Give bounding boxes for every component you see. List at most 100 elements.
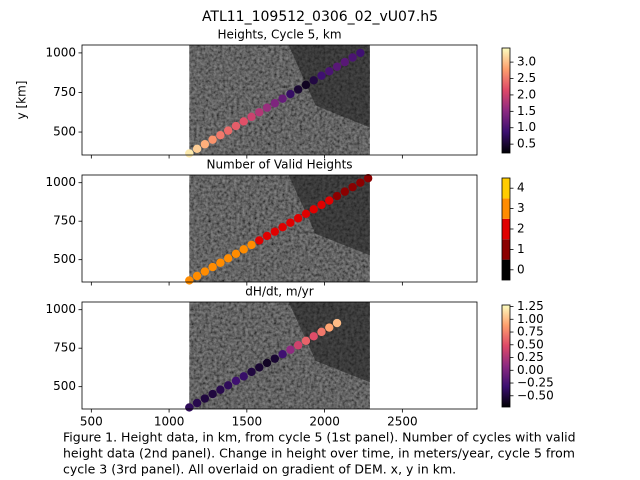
- track-point: [200, 267, 210, 276]
- track-point: [208, 135, 217, 144]
- y-axis-label: y [km]: [15, 81, 29, 120]
- axis-title: dH/dt, m/yr: [245, 285, 313, 299]
- colorbar-tick-label: 1.25: [517, 299, 544, 313]
- track-point: [356, 48, 365, 58]
- colorbar-gradient: [502, 48, 510, 153]
- track-point: [348, 182, 357, 192]
- track-point: [340, 187, 350, 196]
- axes-frame: [81, 174, 478, 283]
- track-point: [317, 327, 326, 337]
- track-point: [278, 349, 287, 359]
- track-point: [192, 271, 202, 281]
- track-point: [216, 385, 225, 394]
- y-tick-label: 500: [53, 379, 76, 393]
- caption-line: cycle 3 (3rd panel). All overlaid on gra…: [63, 462, 456, 477]
- track-point: [262, 231, 272, 241]
- track-point: [200, 140, 210, 149]
- colorbar-swatch: [502, 218, 510, 240]
- dem-shade: [288, 175, 370, 256]
- y-tick-label: 750: [53, 341, 76, 355]
- colorbar-tick-label: 3.0: [517, 55, 536, 69]
- colorbar-tick-label: 4: [517, 181, 525, 195]
- track-point: [325, 67, 334, 76]
- track-point: [255, 236, 264, 245]
- colorbar-tick-label: 1.0: [517, 120, 536, 134]
- colorbar-tick-label: −0.25: [517, 376, 554, 390]
- track-point: [200, 394, 210, 403]
- track-point: [317, 200, 326, 210]
- track-point: [301, 336, 311, 345]
- caption-line: height data (2nd panel). Change in heigh…: [63, 446, 575, 461]
- track-point: [185, 276, 194, 285]
- track-point: [247, 112, 256, 122]
- track-point: [270, 99, 280, 108]
- dem-shade: [288, 45, 370, 128]
- track-point: [216, 258, 225, 267]
- track-point: [208, 389, 217, 399]
- track-point: [286, 218, 295, 227]
- track-point: [278, 222, 287, 232]
- track-point: [301, 209, 311, 218]
- track-point: [286, 89, 295, 99]
- track-point: [301, 80, 311, 90]
- colorbar-tick-label: 2.5: [517, 71, 536, 85]
- track-point: [247, 367, 256, 377]
- x-tick-label: 1500: [232, 415, 263, 429]
- track-point: [309, 76, 318, 85]
- colorbar-frame: [501, 47, 511, 154]
- colorbar-tick-label: 1.00: [517, 312, 544, 326]
- track-point: [239, 245, 248, 254]
- track-point: [270, 227, 280, 236]
- y-tick-label: 750: [53, 85, 76, 99]
- track-point: [317, 71, 326, 80]
- track-point: [332, 191, 342, 201]
- axis-title: Number of Valid Heights: [206, 158, 352, 172]
- colorbar-tick-label: 1: [517, 242, 525, 256]
- colorbar-tick-label: −0.50: [517, 388, 554, 402]
- track-point: [309, 205, 318, 214]
- track-point: [293, 341, 303, 350]
- track-point: [332, 62, 342, 71]
- track-point: [363, 174, 373, 183]
- track-point: [208, 262, 217, 272]
- track-point: [223, 254, 233, 263]
- track-point: [356, 178, 365, 187]
- colorbar-tick-label: 3: [517, 201, 525, 215]
- caption-line: Figure 1. Height data, in km, from cycle…: [63, 430, 576, 445]
- x-tick-label: 2000: [309, 415, 340, 429]
- track-point: [231, 121, 241, 131]
- track-point: [255, 108, 264, 117]
- colorbar-tick-label: 0.50: [517, 337, 544, 351]
- track-point: [216, 131, 225, 140]
- colorbar-tick-label: 2: [517, 222, 525, 236]
- colorbar-tick-label: 1.5: [517, 104, 536, 118]
- colorbar-tick-label: 2.0: [517, 87, 536, 101]
- track-point: [325, 196, 334, 205]
- track-point: [270, 354, 280, 363]
- track-point: [286, 345, 295, 354]
- track-point: [185, 149, 194, 158]
- x-tick-label: 2500: [387, 415, 418, 429]
- track-point: [340, 57, 350, 67]
- track-point: [278, 94, 287, 103]
- track-point: [239, 372, 248, 381]
- colorbar-swatch: [502, 239, 510, 260]
- colorbar-gradient: [502, 305, 510, 407]
- axis-title: Heights, Cycle 5, km: [217, 28, 341, 42]
- track-point: [192, 144, 202, 154]
- y-tick-label: 500: [53, 125, 76, 139]
- track-point: [309, 332, 318, 341]
- colorbar-tick-label: 0: [517, 262, 525, 276]
- colorbar-frame: [501, 304, 511, 408]
- track-point: [262, 103, 272, 112]
- track-point: [231, 249, 241, 259]
- colorbar-tick-label: 0.25: [517, 350, 544, 364]
- colorbar-tick-label: 0.5: [517, 137, 536, 151]
- track-point: [325, 323, 334, 332]
- track-point: [192, 398, 202, 408]
- track-point: [262, 358, 272, 368]
- colorbar-tick-label: 0.00: [517, 363, 544, 377]
- y-tick-label: 750: [53, 214, 76, 228]
- track-point: [255, 363, 264, 372]
